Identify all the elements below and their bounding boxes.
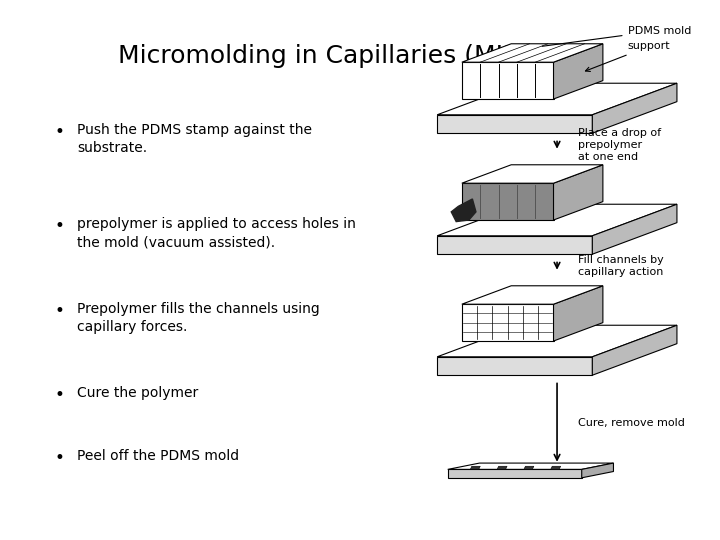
Polygon shape bbox=[437, 83, 677, 115]
Polygon shape bbox=[462, 183, 554, 220]
Text: Peel off the PDMS mold: Peel off the PDMS mold bbox=[78, 449, 240, 463]
Text: support: support bbox=[585, 42, 670, 71]
Polygon shape bbox=[593, 83, 677, 133]
Text: Fill channels by
capillary action: Fill channels by capillary action bbox=[578, 255, 664, 277]
Text: prepolymer is applied to access holes in
the mold (vacuum assisted).: prepolymer is applied to access holes in… bbox=[78, 218, 356, 250]
Polygon shape bbox=[551, 466, 561, 469]
Polygon shape bbox=[437, 325, 677, 357]
Polygon shape bbox=[554, 165, 603, 220]
Polygon shape bbox=[462, 304, 554, 341]
Text: Micromolding in Capillaries (MIMIC): Micromolding in Capillaries (MIMIC) bbox=[118, 44, 559, 68]
Polygon shape bbox=[497, 466, 507, 469]
Polygon shape bbox=[462, 286, 603, 304]
Text: Cure the polymer: Cure the polymer bbox=[78, 386, 199, 400]
Polygon shape bbox=[462, 62, 554, 99]
Polygon shape bbox=[582, 463, 613, 478]
Text: •: • bbox=[55, 218, 65, 235]
Text: Push the PDMS stamp against the
substrate.: Push the PDMS stamp against the substrat… bbox=[78, 123, 312, 155]
Polygon shape bbox=[437, 357, 593, 375]
Polygon shape bbox=[554, 44, 603, 99]
Polygon shape bbox=[593, 325, 677, 375]
Polygon shape bbox=[593, 204, 677, 254]
Polygon shape bbox=[470, 466, 480, 469]
Polygon shape bbox=[462, 165, 603, 183]
Text: •: • bbox=[55, 301, 65, 320]
Text: Prepolymer fills the channels using
capillary forces.: Prepolymer fills the channels using capi… bbox=[78, 301, 320, 334]
Polygon shape bbox=[554, 286, 603, 341]
Polygon shape bbox=[437, 236, 593, 254]
Polygon shape bbox=[462, 44, 603, 62]
Polygon shape bbox=[448, 463, 613, 469]
Text: •: • bbox=[55, 386, 65, 404]
Polygon shape bbox=[451, 199, 476, 221]
Polygon shape bbox=[524, 466, 534, 469]
Text: •: • bbox=[55, 449, 65, 467]
Text: PDMS mold: PDMS mold bbox=[542, 25, 691, 46]
Polygon shape bbox=[437, 115, 593, 133]
Text: •: • bbox=[55, 123, 65, 141]
Polygon shape bbox=[437, 204, 677, 236]
Polygon shape bbox=[448, 469, 582, 478]
Text: Place a drop of
prepolymer
at one end: Place a drop of prepolymer at one end bbox=[578, 127, 662, 163]
Text: Cure, remove mold: Cure, remove mold bbox=[578, 417, 685, 428]
